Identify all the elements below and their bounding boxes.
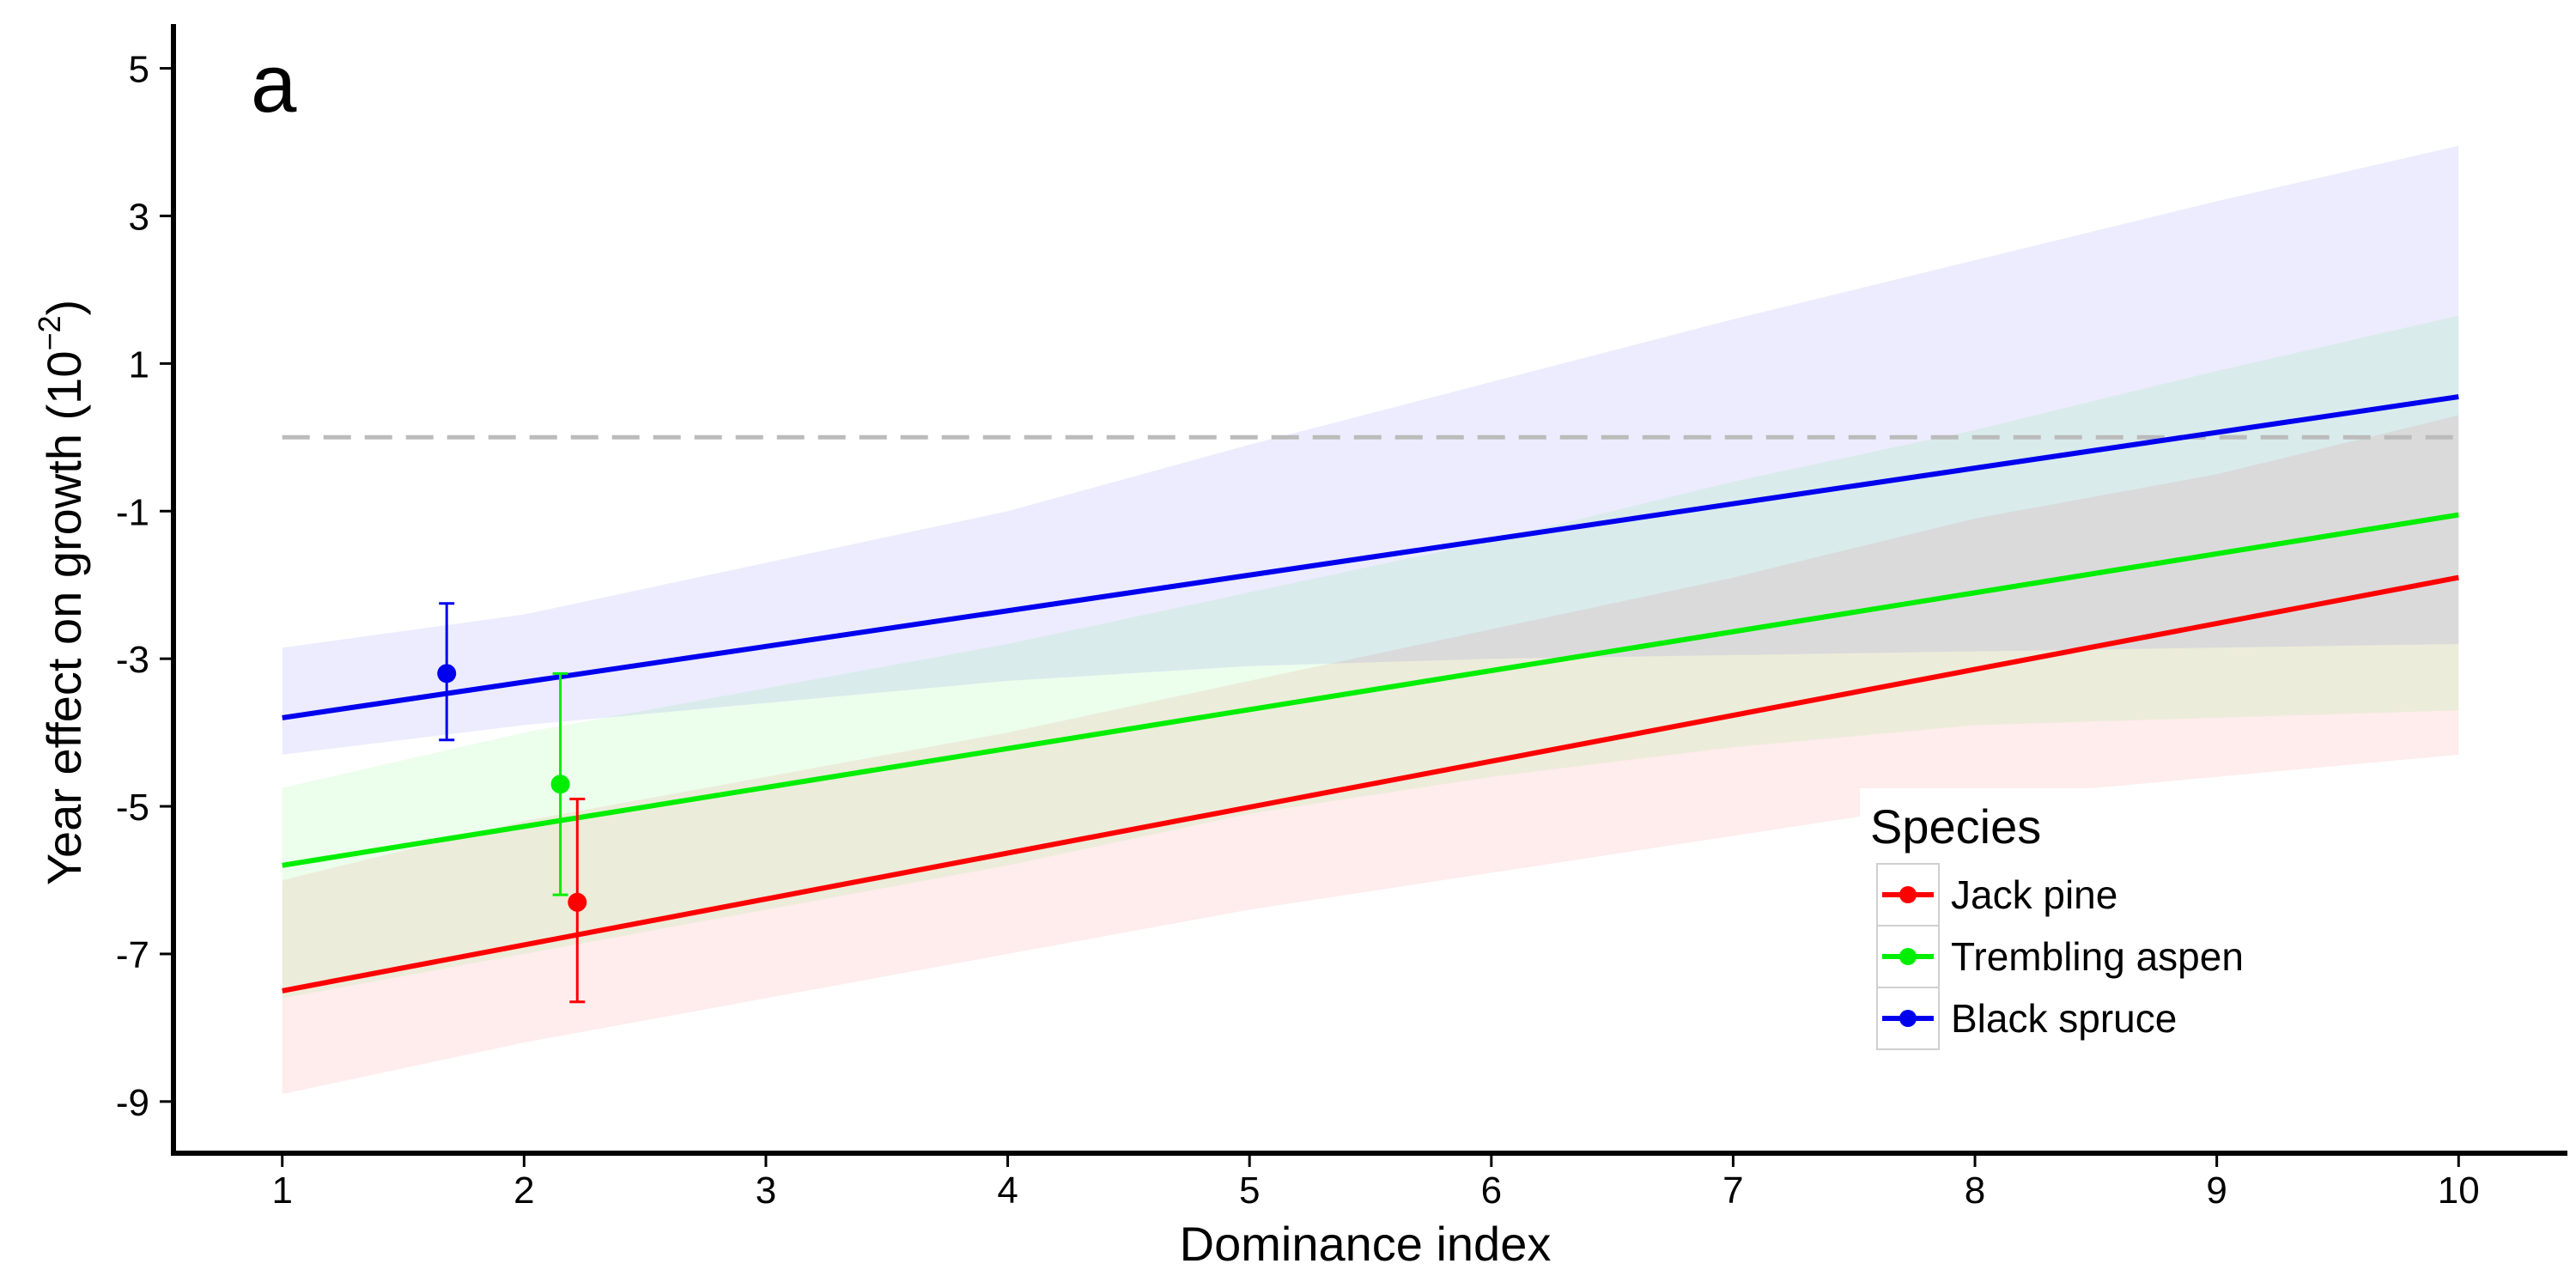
fit-line-jack-pine [282,574,2459,993]
y-tick-label: -5 [116,787,149,829]
y-tick-label: -3 [116,639,149,681]
panel-letter: a [251,38,297,130]
fitted-lines [282,394,2459,993]
x-tick-label: 3 [756,1170,776,1212]
legend-title-background [1860,788,2221,857]
x-tick-label: 10 [2438,1170,2480,1212]
y-axis-title-superscript: −2 [32,315,67,350]
y-tick-label: -7 [116,934,149,976]
legend-item-black-spruce: Black spruce [1876,987,2177,1050]
fit-line-black-spruce [282,394,2459,720]
point-group-jack-pine [568,797,587,1004]
y-tick-label: 1 [129,343,149,386]
x-axis-title: Dominance index [1180,1217,1552,1271]
x-tick-label: 5 [1239,1170,1260,1212]
x-tick-label: 4 [997,1170,1018,1212]
tick-labels: 1 2 3 4 5 6 7 8 9 10 5 3 1 -1 -3 -5 -7 -9 [116,49,2480,1212]
legend-label-trembling-aspen: Trembling aspen [1951,934,2244,979]
point-trembling-aspen [550,775,570,794]
legend-item-trembling-aspen: Trembling aspen [1876,925,2244,988]
legend-key-point [1899,1010,1917,1027]
y-axis-title-main: Year effect on growth (10 [37,351,91,886]
x-tick-label: 2 [513,1170,534,1212]
legend: Species Jack pine Trembling aspen Black sp… [1860,788,2244,1050]
x-tick-label: 7 [1722,1170,1743,1212]
y-tick-label: -1 [116,491,149,533]
point-black-spruce [437,664,457,683]
ribbon-jack-pine [282,415,2459,1095]
ribbon-trembling-aspen [282,315,2459,999]
point-jack-pine [568,892,587,912]
point-group-trembling-aspen [550,671,570,896]
x-tick-label: 6 [1481,1170,1502,1212]
legend-item-jack-pine: Jack pine [1876,863,2117,927]
point-group-black-spruce [437,602,457,742]
observed-points [437,602,587,1004]
y-tick-label: 5 [129,49,149,91]
x-tick-label: 1 [271,1170,292,1212]
axes [160,24,2567,1167]
legend-key-point [1899,886,1917,903]
legend-title: Species [1870,799,2041,854]
legend-key-point [1899,948,1917,965]
y-axis-title-close: ) [37,300,91,316]
legend-label-jack-pine: Jack pine [1951,872,2117,917]
legend-items: Jack pine Trembling aspen Black spruce [1876,863,2244,1050]
y-tick-label: -9 [116,1082,149,1124]
y-tick-label: 3 [129,196,149,238]
y-axis-title: Year effect on growth (10−2) [32,300,91,885]
x-tick-label: 8 [1965,1170,1985,1212]
x-tick-label: 9 [2206,1170,2227,1212]
fit-line-trembling-aspen [282,512,2459,868]
legend-label-black-spruce: Black spruce [1951,996,2177,1041]
